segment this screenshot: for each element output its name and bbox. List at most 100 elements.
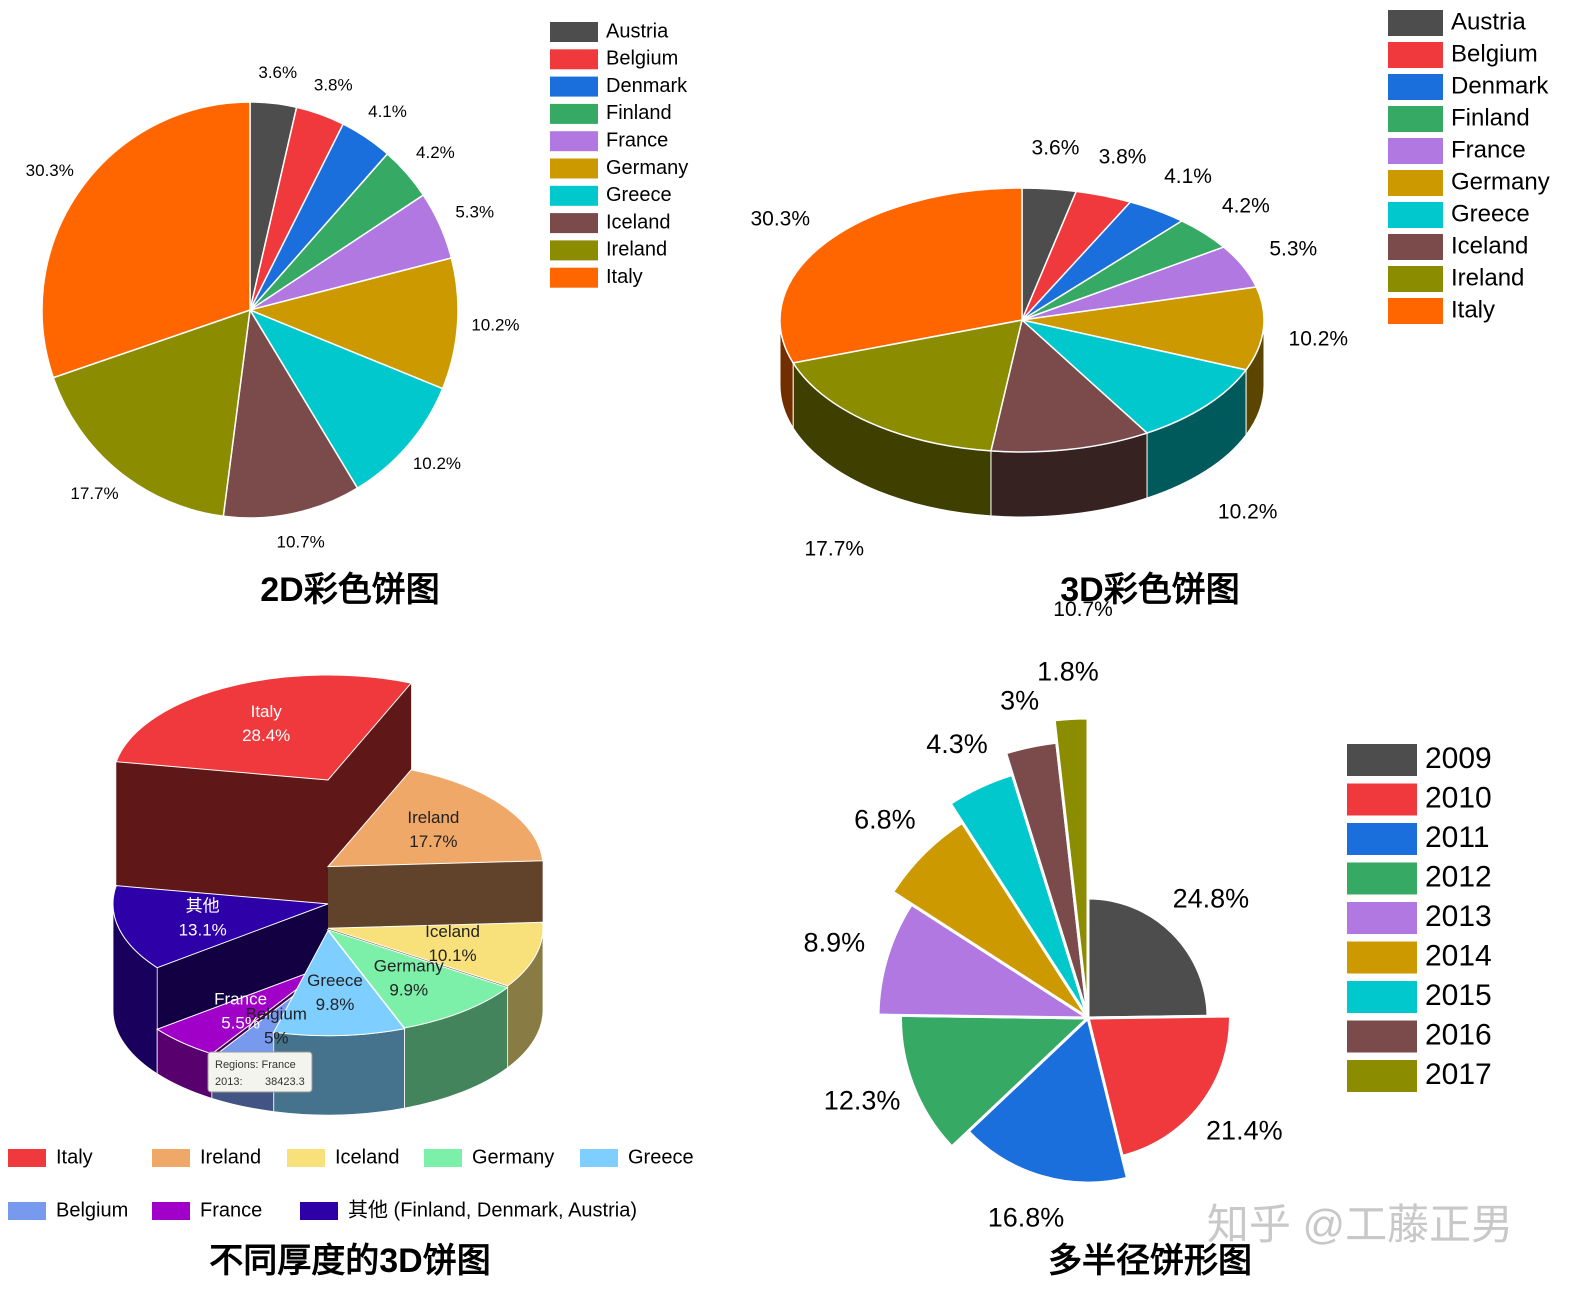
legend-label: 2013 bbox=[1425, 900, 1492, 933]
slice-value-label: 5.5% bbox=[221, 1013, 260, 1032]
slice-value-label: 28.4% bbox=[242, 726, 290, 745]
pie-slice bbox=[248, 308, 444, 490]
legend-swatch bbox=[1388, 42, 1443, 68]
slice-value-label: 5.3% bbox=[1269, 238, 1317, 261]
legend-label: Denmark bbox=[606, 75, 688, 97]
legend-label: 2011 bbox=[1425, 821, 1490, 854]
slice-top bbox=[327, 921, 544, 987]
legend-label: Finland bbox=[1451, 104, 1530, 131]
slice-name-label: Belgium bbox=[246, 1005, 307, 1024]
legend-swatch bbox=[1347, 1060, 1417, 1092]
slice-value-label: 10.2% bbox=[1289, 328, 1349, 351]
slice-value-label: 8.9% bbox=[804, 927, 866, 957]
slice-top bbox=[115, 674, 413, 781]
slice-value-label: 21.4% bbox=[1206, 1116, 1283, 1146]
slice-top bbox=[326, 928, 509, 1029]
slice-value-label: 17.7% bbox=[805, 538, 865, 561]
legend-label: Germany bbox=[606, 157, 688, 179]
legend-label: Belgium bbox=[1451, 40, 1538, 67]
legend-swatch bbox=[152, 1202, 190, 1220]
slice-value-label: 1.8% bbox=[1037, 657, 1099, 687]
legend-label: 2012 bbox=[1425, 860, 1492, 893]
legend-swatch bbox=[8, 1202, 46, 1220]
legend-swatch bbox=[8, 1149, 46, 1167]
legend-swatch bbox=[1347, 981, 1417, 1013]
legend-label: Finland bbox=[606, 102, 672, 124]
pie-slice bbox=[1086, 896, 1210, 1020]
legend-label: Ireland bbox=[1451, 264, 1524, 291]
legend-label: Ireland bbox=[200, 1146, 261, 1168]
legend-label: Germany bbox=[1451, 168, 1550, 195]
pie-slice bbox=[876, 902, 1094, 1020]
legend-label: 2009 bbox=[1425, 742, 1492, 775]
slice-value-label: 10.7% bbox=[276, 532, 324, 551]
tooltip-key: 2013: bbox=[215, 1076, 243, 1088]
legend-swatch bbox=[550, 49, 598, 70]
tooltip-value: 38423.3 bbox=[265, 1076, 305, 1088]
slice-top bbox=[112, 885, 329, 969]
legend-swatch bbox=[1388, 10, 1443, 36]
pie-3d bbox=[779, 187, 1265, 518]
legend-swatch bbox=[1347, 902, 1417, 934]
chart-title: 2D彩色饼图 bbox=[260, 571, 439, 609]
slice-top bbox=[1021, 286, 1265, 371]
slice-top bbox=[1019, 318, 1248, 434]
slice-top bbox=[326, 769, 544, 868]
slice-value-label: 3.8% bbox=[314, 76, 353, 95]
legend-label: Iceland bbox=[1451, 232, 1528, 259]
slice-name-label: Ireland bbox=[407, 808, 459, 827]
pie-3d-height bbox=[112, 674, 544, 1116]
slice-name-label: Greece bbox=[307, 971, 363, 990]
pie-slice bbox=[899, 1013, 1092, 1150]
legend-label: 2016 bbox=[1425, 1018, 1492, 1051]
legend-swatch bbox=[1388, 138, 1443, 164]
slice-value-label: 3.6% bbox=[1032, 137, 1080, 160]
legend-swatch bbox=[1388, 202, 1443, 228]
legend-label: Austria bbox=[606, 20, 669, 42]
legend-label: Italy bbox=[56, 1146, 93, 1168]
legend-swatch bbox=[287, 1149, 325, 1167]
legend-label: 其他 (Finland, Denmark, Austria) bbox=[348, 1198, 637, 1221]
slice-top bbox=[990, 318, 1149, 453]
slice-value-label: 10.2% bbox=[471, 316, 519, 335]
chart-title: 不同厚度的3D饼图 bbox=[209, 1242, 490, 1280]
pie-slice bbox=[247, 257, 459, 390]
legend-swatch bbox=[152, 1149, 190, 1167]
slice-value-label: 9.8% bbox=[316, 995, 355, 1014]
tooltip-title: Regions: France bbox=[215, 1059, 296, 1071]
pie-slice bbox=[222, 307, 359, 519]
slice-value-label: 5.3% bbox=[455, 203, 494, 222]
slice-value-label: 4.2% bbox=[1222, 195, 1270, 218]
legend-label: Iceland bbox=[335, 1146, 400, 1168]
legend-label: Italy bbox=[1451, 296, 1495, 323]
legend-label: Ireland bbox=[606, 239, 667, 261]
legend-swatch bbox=[1388, 266, 1443, 292]
slice-value-label: 16.8% bbox=[988, 1203, 1065, 1233]
legend-swatch bbox=[550, 22, 598, 42]
legend-swatch bbox=[1388, 170, 1443, 196]
slice-name-label: Italy bbox=[251, 702, 283, 721]
pie-slice bbox=[966, 1015, 1130, 1185]
legend-label: Greece bbox=[628, 1146, 694, 1168]
legend-swatch bbox=[424, 1149, 462, 1167]
legend-swatch bbox=[550, 240, 598, 261]
slice-value-label: 6.8% bbox=[854, 805, 916, 835]
legend-swatch bbox=[550, 76, 598, 97]
legend-label: 2015 bbox=[1425, 979, 1492, 1012]
legend-swatch bbox=[550, 185, 598, 206]
pie-slice bbox=[1052, 716, 1090, 1019]
legend-label: France bbox=[1451, 136, 1526, 163]
slice-top bbox=[779, 187, 1023, 364]
slice-value-label: 12.3% bbox=[824, 1086, 901, 1116]
slice-value-label: 5% bbox=[264, 1029, 289, 1048]
legend-swatch bbox=[550, 131, 598, 152]
slice-value-label: 13.1% bbox=[179, 920, 227, 939]
legend-label: Greece bbox=[1451, 200, 1530, 227]
slice-value-label: 10.2% bbox=[1218, 501, 1278, 524]
legend-label: Iceland bbox=[606, 211, 671, 233]
slice-value-label: 4.1% bbox=[368, 102, 407, 121]
legend-swatch bbox=[550, 213, 598, 234]
legend-swatch bbox=[1388, 234, 1443, 260]
